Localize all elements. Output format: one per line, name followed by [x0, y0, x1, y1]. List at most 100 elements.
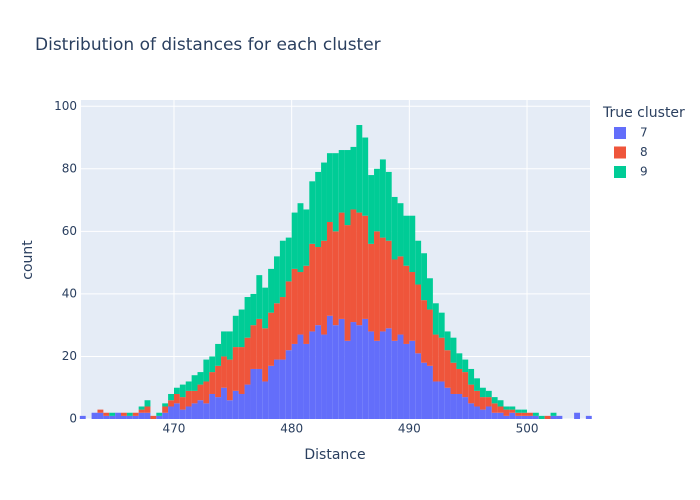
bar: [468, 384, 475, 404]
bar: [450, 362, 457, 394]
bar: [197, 372, 204, 385]
bar: [209, 393, 216, 419]
bar: [527, 415, 533, 419]
bar: [197, 400, 204, 419]
bar: [279, 297, 286, 360]
bar: [479, 409, 486, 419]
bar: [468, 368, 475, 385]
bar: [326, 153, 333, 222]
bar: [462, 359, 469, 373]
bar: [168, 400, 174, 407]
bar: [415, 353, 422, 419]
bar: [138, 412, 145, 419]
bar: [368, 331, 375, 419]
bar: [238, 309, 245, 348]
legend-label: 7: [640, 126, 648, 140]
bar: [585, 415, 592, 419]
x-tick-label: 480: [280, 422, 303, 436]
bar: [444, 331, 451, 351]
bar: [427, 365, 433, 419]
bar: [221, 331, 227, 357]
bar: [503, 409, 510, 416]
bar: [391, 340, 398, 419]
bar: [315, 325, 322, 419]
bar: [309, 331, 316, 419]
bar: [409, 215, 416, 273]
bar: [173, 387, 180, 394]
bar: [315, 246, 322, 326]
bar: [521, 409, 528, 413]
bar: [497, 406, 504, 413]
bar: [438, 381, 445, 419]
bar: [515, 409, 522, 413]
bar: [309, 181, 316, 244]
bar: [285, 237, 292, 282]
bar: [544, 415, 551, 419]
bar: [368, 175, 375, 244]
bar: [456, 393, 463, 419]
bar: [379, 331, 386, 419]
bar: [485, 406, 492, 419]
bar: [226, 331, 233, 360]
bar: [421, 300, 428, 363]
axes: 0 20 40 60 80 100 470 480 490 500 7 8 9: [54, 99, 648, 436]
bar: [203, 359, 210, 382]
bar: [527, 412, 533, 416]
bar: [332, 231, 339, 326]
chart-title: Distribution of distances for each clust…: [35, 35, 381, 55]
bar: [256, 275, 263, 319]
bar: [350, 209, 357, 323]
bar: [350, 322, 357, 419]
bars: [79, 125, 592, 419]
bar: [303, 265, 310, 344]
bar: [291, 268, 298, 344]
bar: [532, 412, 539, 416]
bar: [173, 403, 180, 419]
x-tick-label: 500: [516, 422, 539, 436]
bar: [256, 368, 263, 419]
bar: [432, 303, 439, 335]
bar: [279, 359, 286, 419]
bar: [244, 297, 251, 338]
bar: [185, 390, 192, 407]
bar: [456, 353, 463, 369]
bar: [297, 334, 304, 419]
y-tick-label: 60: [62, 224, 77, 238]
bar: [115, 412, 122, 419]
bar: [344, 340, 351, 419]
bar: [338, 212, 345, 319]
bar: [297, 203, 304, 273]
bar: [179, 397, 186, 410]
bar: [185, 406, 192, 419]
bar: [338, 150, 345, 213]
bar: [279, 240, 286, 298]
bar: [238, 393, 245, 419]
bar: [485, 397, 492, 407]
bar: [415, 284, 422, 354]
bar: [303, 343, 310, 419]
bar: [403, 343, 410, 419]
bar: [385, 240, 392, 329]
bar: [126, 415, 133, 419]
bar: [168, 406, 174, 419]
bar: [203, 381, 210, 404]
bar: [456, 368, 463, 394]
bar: [285, 350, 292, 419]
bar: [215, 343, 222, 366]
bar: [421, 362, 428, 419]
bar: [321, 162, 327, 241]
bar: [221, 356, 227, 388]
bar: [415, 240, 422, 285]
x-tick-label: 470: [163, 422, 186, 436]
bar: [362, 215, 369, 319]
bar: [503, 415, 510, 419]
bar: [197, 384, 204, 401]
bar: [356, 212, 363, 326]
legend-label: 8: [640, 145, 648, 159]
bar: [550, 415, 557, 419]
bar: [244, 384, 251, 419]
bar: [356, 325, 363, 419]
bar: [497, 412, 504, 419]
bar: [362, 318, 369, 419]
bar: [156, 415, 163, 419]
